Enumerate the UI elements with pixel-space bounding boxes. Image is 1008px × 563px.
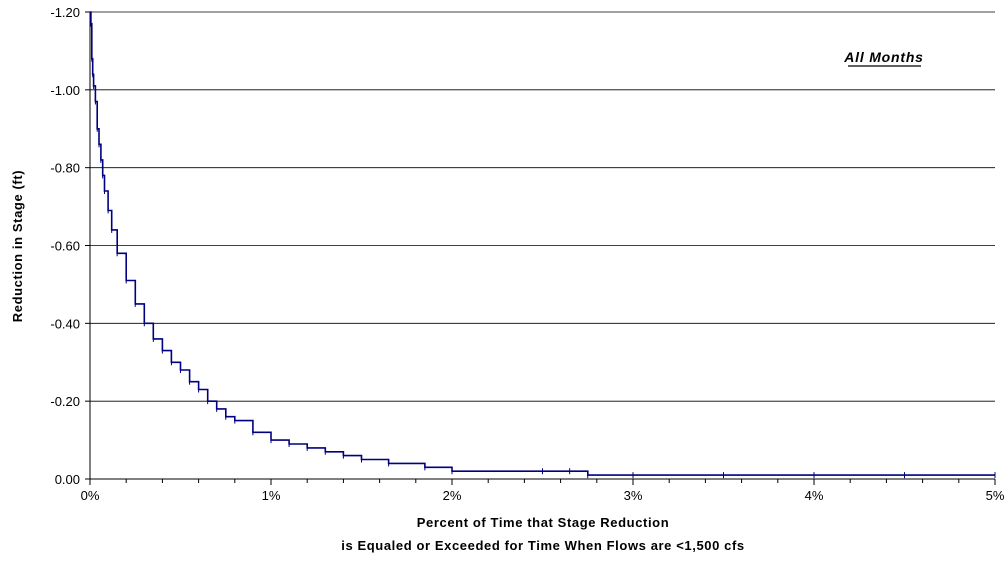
y-tick-label: 0.00 [55, 472, 80, 487]
y-axis-title: Reduction in Stage (ft) [10, 170, 25, 322]
y-tick-label: -1.00 [50, 83, 80, 98]
y-tick-label: -0.20 [50, 394, 80, 409]
y-tick-label: -0.40 [50, 316, 80, 331]
x-tick-label: 1% [262, 488, 281, 503]
series-line [90, 11, 995, 476]
x-axis-title-line2: is Equaled or Exceeded for Time When Flo… [341, 538, 745, 553]
data-series [90, 11, 996, 479]
annotation-all-months: All Months [843, 49, 924, 65]
x-axis-title-line1: Percent of Time that Stage Reduction [417, 515, 670, 530]
gridlines [90, 11, 995, 402]
y-tick-label: -0.80 [50, 161, 80, 176]
x-tick-label: 2% [443, 488, 462, 503]
x-tick-label: 3% [624, 488, 643, 503]
y-tick-label: -0.60 [50, 239, 80, 254]
y-tick-label: -1.20 [50, 5, 80, 20]
x-tick-label: 0% [81, 488, 100, 503]
tick-labels: -1.20 -1.00 -0.80 -0.60 -0.40 -0.20 0.000% 1% 2%… [50, 5, 1004, 503]
x-tick-label: 5% [986, 488, 1005, 503]
axes [85, 11, 996, 485]
x-tick-label: 4% [805, 488, 824, 503]
